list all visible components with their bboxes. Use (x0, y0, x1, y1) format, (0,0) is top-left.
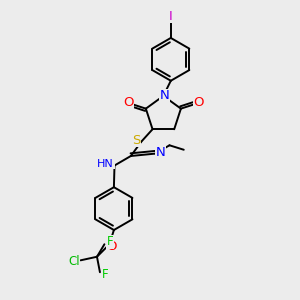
Text: N: N (160, 89, 170, 102)
Text: F: F (102, 268, 109, 281)
Text: N: N (155, 146, 165, 159)
Text: O: O (194, 96, 204, 110)
Text: S: S (132, 134, 141, 147)
Text: Cl: Cl (68, 255, 80, 268)
Text: O: O (123, 96, 133, 110)
Text: I: I (169, 10, 173, 23)
Text: F: F (106, 236, 113, 248)
Text: HN: HN (97, 159, 114, 169)
Text: O: O (106, 240, 117, 253)
